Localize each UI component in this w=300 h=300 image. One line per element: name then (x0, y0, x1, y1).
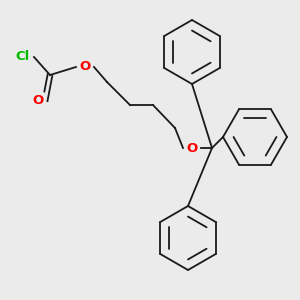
Text: O: O (80, 61, 91, 74)
Text: O: O (32, 94, 44, 106)
Text: O: O (186, 142, 198, 154)
Text: Cl: Cl (15, 50, 29, 64)
